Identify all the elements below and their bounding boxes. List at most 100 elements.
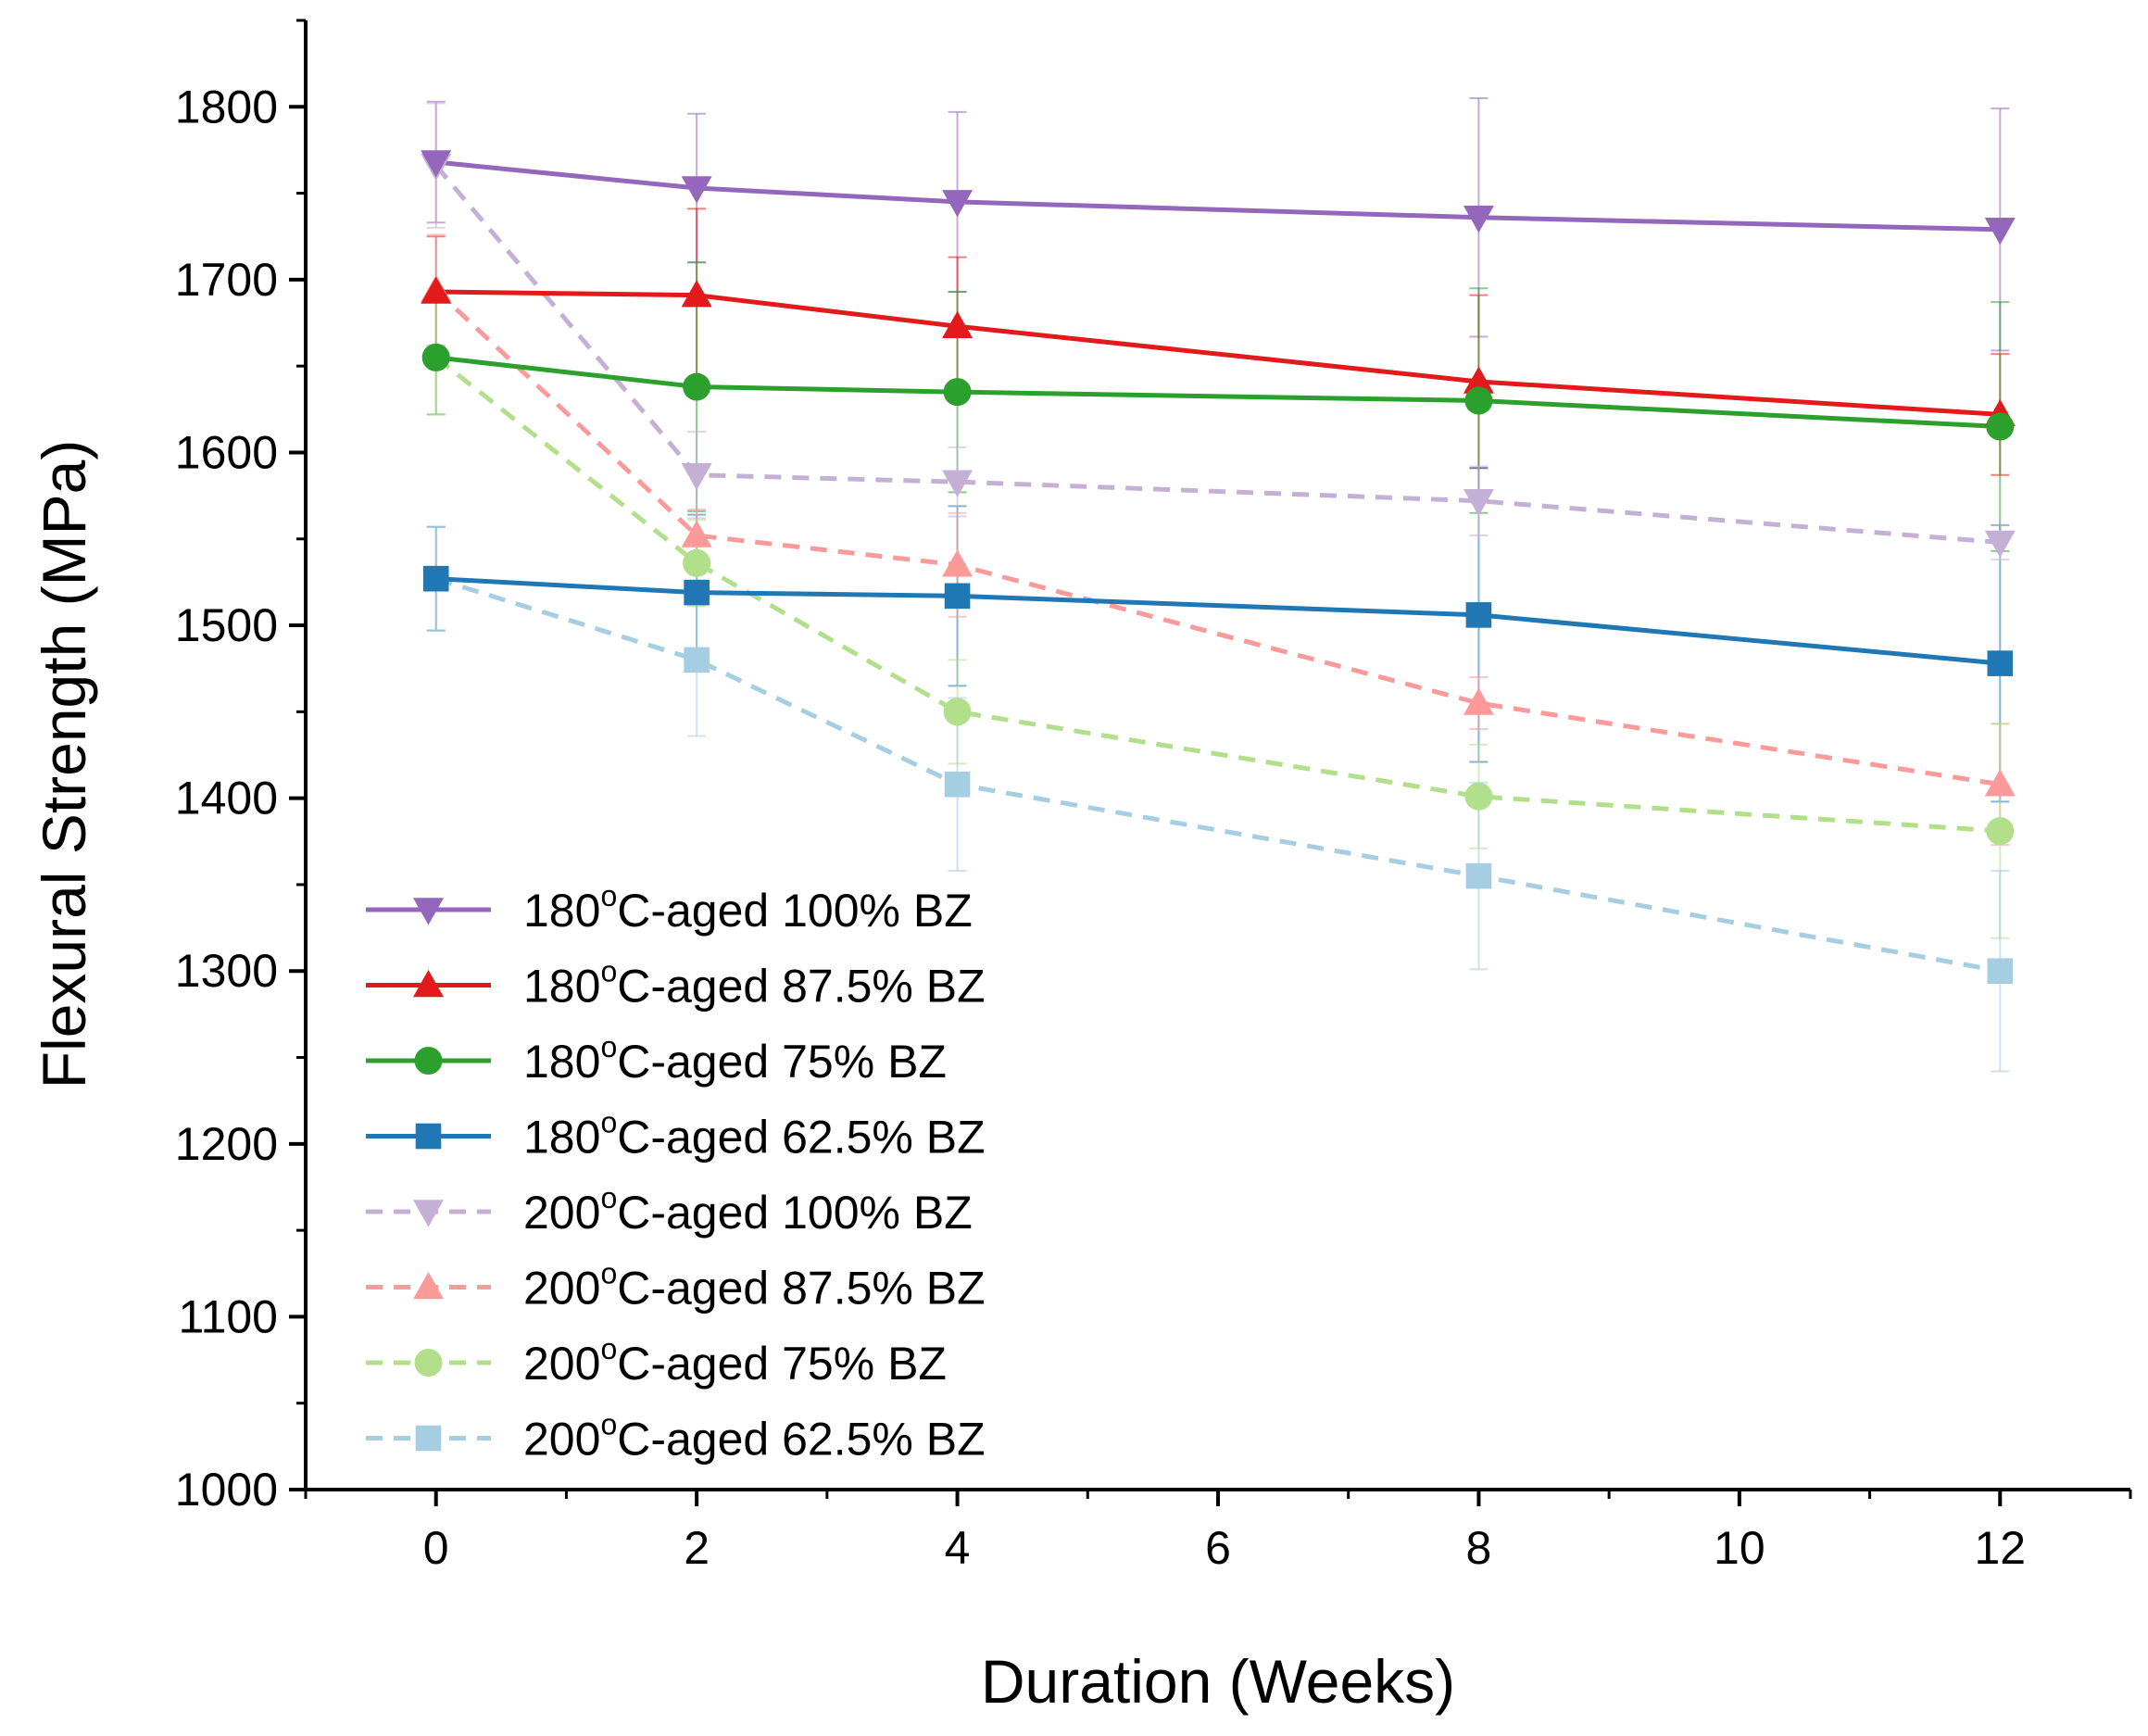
data-point — [1464, 782, 1493, 811]
legend-marker — [415, 1425, 442, 1452]
x-tick-label: 8 — [1466, 1522, 1492, 1574]
legend-marker — [415, 1123, 442, 1150]
data-point — [681, 462, 712, 491]
series-markers — [421, 150, 2016, 985]
legend-label-suffix: C-aged 100% BZ — [617, 1187, 973, 1239]
x-tick-label: 4 — [945, 1522, 971, 1574]
x-tick-label: 2 — [684, 1522, 710, 1574]
y-tick-label: 1400 — [175, 773, 278, 824]
legend-label-suffix: C-aged 87.5% BZ — [617, 1263, 985, 1315]
data-point — [1984, 530, 2016, 558]
data-point — [422, 565, 449, 592]
legend-label: 200oC-aged 87.5% BZ — [523, 1257, 986, 1315]
legend-label-prefix: 180 — [523, 885, 600, 937]
legend-label-suffix: C-aged 62.5% BZ — [617, 1112, 985, 1164]
legend-label: 180oC-aged 75% BZ — [523, 1030, 947, 1088]
legend-entry-1: 180oC-aged 100% BZ — [366, 879, 973, 937]
data-point — [942, 190, 974, 218]
legend-label: 180oC-aged 100% BZ — [523, 879, 973, 937]
y-tick-label: 1300 — [175, 945, 278, 997]
data-point — [1463, 366, 1494, 394]
data-point — [942, 470, 974, 497]
data-point — [684, 647, 710, 673]
y-tick-label: 1200 — [175, 1118, 278, 1170]
data-point — [1463, 488, 1494, 517]
ticks: 0 2 4 6 8 10 12 1000 1100 1200 1300 1400 1500 1600 170… — [175, 19, 2132, 1574]
legend-label-prefix: 200 — [523, 1263, 600, 1315]
y-axis-title: Flexural Strength (MPa) — [30, 440, 98, 1089]
x-axis-title: Duration (Weeks) — [981, 1647, 1455, 1716]
data-point — [1463, 205, 1494, 233]
data-point — [1465, 862, 1492, 889]
data-point — [942, 310, 974, 339]
legend-label-sup: o — [600, 1030, 617, 1063]
legend-label-suffix: C-aged 100% BZ — [617, 885, 973, 937]
legend-entry-2: 180oC-aged 87.5% BZ — [366, 955, 986, 1013]
y-tick-label: 1000 — [175, 1464, 278, 1516]
legend-label-prefix: 200 — [523, 1187, 600, 1239]
data-point — [421, 150, 452, 178]
legend-label-sup: o — [600, 1408, 617, 1441]
legend-label-prefix: 200 — [523, 1338, 600, 1390]
legend-marker — [413, 970, 444, 998]
legend-label-prefix: 180 — [523, 1036, 600, 1088]
legend-label-suffix: C-aged 75% BZ — [617, 1036, 947, 1088]
series-line-7 — [434, 355, 2001, 834]
legend-marker — [413, 1200, 444, 1227]
legend-entry-4: 180oC-aged 62.5% BZ — [366, 1106, 986, 1164]
data-point — [683, 548, 711, 577]
data-point — [421, 343, 450, 371]
data-point — [1463, 687, 1494, 715]
x-tick-label: 10 — [1714, 1522, 1765, 1574]
data-point — [681, 520, 712, 547]
data-point — [684, 579, 710, 606]
y-tick-label: 1600 — [175, 426, 278, 478]
data-point — [681, 280, 712, 308]
y-tick-label: 1100 — [178, 1290, 278, 1342]
data-point — [1987, 650, 2014, 676]
data-point — [942, 549, 974, 577]
legend-entry-8: 200oC-aged 62.5% BZ — [366, 1408, 986, 1466]
legend-label-sup: o — [600, 1181, 617, 1214]
legend-label-sup: o — [600, 1106, 617, 1139]
y-tick-label: 1700 — [175, 254, 278, 306]
legend-label-sup: o — [600, 1332, 617, 1365]
legend-marker — [413, 1272, 444, 1300]
legend-label-suffix: C-aged 87.5% BZ — [617, 961, 985, 1013]
legend-label-sup: o — [600, 879, 617, 912]
data-point — [943, 378, 972, 407]
legend-label: 200oC-aged 75% BZ — [523, 1332, 947, 1390]
legend-label-suffix: C-aged 75% BZ — [617, 1338, 947, 1390]
data-point — [1465, 602, 1492, 628]
x-tick-label: 12 — [1974, 1522, 2026, 1574]
x-tick-label: 0 — [423, 1522, 449, 1574]
data-point — [1464, 386, 1493, 415]
data-point — [943, 698, 972, 726]
data-point — [681, 176, 712, 204]
data-point — [683, 372, 711, 401]
legend-label-prefix: 180 — [523, 961, 600, 1013]
x-tick-label: 6 — [1205, 1522, 1231, 1574]
data-point — [944, 583, 971, 610]
legend-label-sup: o — [600, 1257, 617, 1290]
legend-entry-7: 200oC-aged 75% BZ — [366, 1332, 947, 1390]
legend-entry-5: 200oC-aged 100% BZ — [366, 1181, 973, 1239]
data-point — [1986, 412, 2015, 441]
legend-label: 180oC-aged 87.5% BZ — [523, 955, 986, 1013]
legend-marker — [413, 898, 444, 925]
data-point — [1987, 958, 2014, 985]
legend-label-sup: o — [600, 955, 617, 988]
legend-entry-6: 200oC-aged 87.5% BZ — [366, 1257, 986, 1315]
data-point — [1984, 769, 2016, 797]
data-point — [1986, 817, 2015, 846]
legend-label-prefix: 200 — [523, 1414, 600, 1466]
legend-marker — [414, 1349, 443, 1377]
data-point — [944, 771, 971, 798]
legend-label: 180oC-aged 62.5% BZ — [523, 1106, 986, 1164]
legend-entry-3: 180oC-aged 75% BZ — [366, 1030, 947, 1088]
data-point — [421, 276, 452, 304]
y-tick-label: 1800 — [175, 81, 278, 132]
